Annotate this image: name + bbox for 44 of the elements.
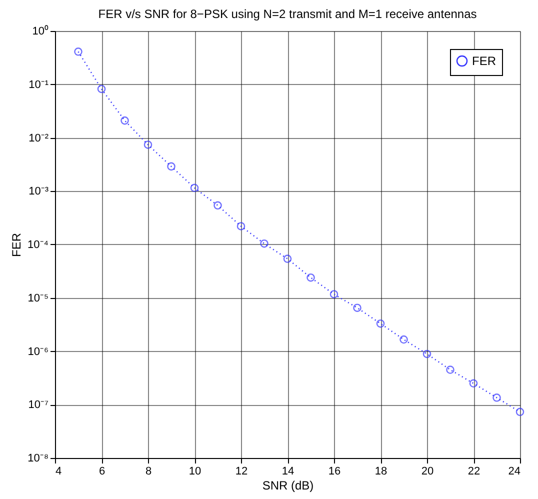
point	[306, 273, 315, 282]
x-tick-label: 20	[421, 466, 434, 478]
point	[190, 184, 199, 192]
y-axis-title: FER	[10, 232, 24, 257]
x-tick-label: 12	[235, 466, 248, 478]
y-tick-label: 10⁻²	[28, 132, 49, 144]
x-tick-label: 6	[98, 466, 106, 478]
y-tick-label: 10⁻⁵	[28, 292, 48, 304]
y-tick-label: 10⁻⁴	[28, 239, 49, 251]
y-tick-label: 10⁰	[32, 24, 48, 38]
x-tick-label: 24	[508, 466, 520, 478]
point	[120, 116, 129, 125]
x-tick-label: 18	[374, 466, 388, 478]
point	[353, 304, 362, 312]
x-tick-label: 10	[188, 466, 202, 478]
point	[422, 350, 432, 358]
point	[74, 48, 82, 56]
x-tick-label: 4	[56, 466, 62, 478]
point	[260, 239, 268, 248]
legend-label: FER	[472, 54, 496, 68]
y-tick-label: 10⁻¹	[28, 78, 49, 91]
x-tick-label: 22	[468, 466, 480, 478]
point	[167, 162, 176, 171]
point	[376, 319, 385, 328]
x-axis-title: SNR (dB)	[262, 478, 314, 492]
y-tick-label: 10⁻⁶	[28, 346, 48, 358]
point	[214, 201, 222, 210]
point	[236, 222, 246, 230]
y-tick-label: 10⁻⁷	[28, 399, 49, 412]
point	[469, 379, 478, 388]
x-tick-label: 8	[145, 466, 152, 478]
chart-title: FER v/s SNR for 8−PSK using N=2 transmit and M=1 receive antennas	[98, 7, 477, 21]
point	[492, 394, 501, 402]
point	[400, 335, 408, 344]
point	[330, 290, 338, 298]
point	[283, 254, 292, 263]
x-tick-label: 16	[328, 466, 341, 478]
point	[144, 140, 152, 149]
point	[516, 408, 524, 416]
point	[446, 366, 454, 374]
x-tick-label: 14	[282, 466, 294, 478]
point	[97, 84, 106, 94]
y-tick-label: 10⁻³	[28, 186, 49, 198]
y-tick-label: 10⁻⁸	[28, 452, 48, 464]
